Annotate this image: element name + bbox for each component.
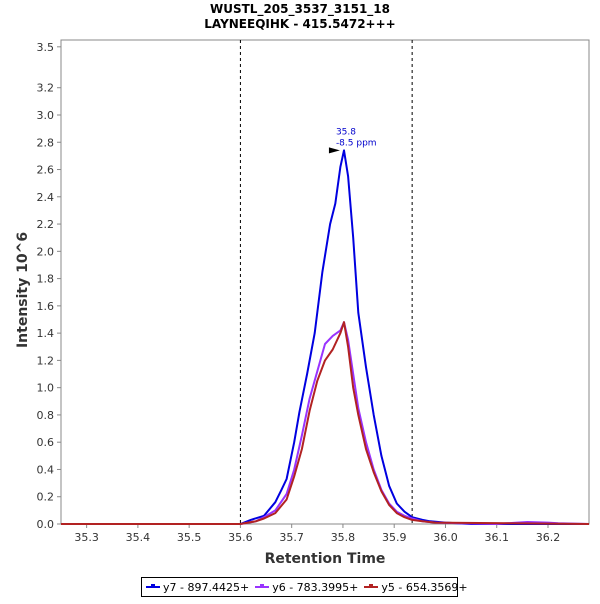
chart-title: WUSTL_205_3537_3151_18 xyxy=(210,2,390,17)
legend-swatch-y5 xyxy=(364,584,379,588)
y-tick-label: 3.5 xyxy=(37,41,55,54)
legend-label-y5: y5 - 654.3569+ xyxy=(381,580,468,594)
series-line-y6 xyxy=(61,321,590,525)
integration-boundaries xyxy=(239,40,413,524)
peak-arrow-icon xyxy=(328,147,340,154)
peak-ppm-label: -8.5 ppm xyxy=(336,138,377,148)
x-tick-label: 36.2 xyxy=(536,531,561,544)
legend-swatch-y7 xyxy=(146,584,160,588)
y-tick-label: 2.8 xyxy=(37,136,55,149)
legend-item-y6: y6 - 783.3995+ xyxy=(255,581,358,594)
legend-label-y7: y7 - 897.4425+ xyxy=(163,580,250,594)
series-layer xyxy=(61,149,590,525)
y-tick-label: 0.8 xyxy=(37,409,55,422)
y-tick-label: 2.4 xyxy=(37,191,55,204)
chart-subtitle: LAYNEEQIHK - 415.5472+++ xyxy=(204,17,395,31)
y-tick-label: 0.4 xyxy=(37,463,55,476)
x-tick-label: 35.4 xyxy=(126,531,151,544)
x-tick-label: 35.8 xyxy=(331,531,356,544)
y-tick-label: 1.0 xyxy=(37,382,55,395)
y-tick-label: 1.2 xyxy=(37,354,55,367)
x-tick-label: 36.0 xyxy=(433,531,458,544)
plot-frame xyxy=(60,39,590,525)
x-tick-label: 35.5 xyxy=(177,531,202,544)
y-tick-label: 2.0 xyxy=(37,245,55,258)
y-tick-label: 1.8 xyxy=(37,273,55,286)
y-tick-label: 1.4 xyxy=(37,327,55,340)
y-tick-label: 3.2 xyxy=(37,82,55,95)
y-tick-label: 2.2 xyxy=(37,218,55,231)
series-line-y7 xyxy=(61,149,589,525)
x-tick-label: 35.6 xyxy=(228,531,253,544)
x-tick-label: 35.7 xyxy=(279,531,304,544)
x-axis-title: Retention Time xyxy=(265,551,386,567)
y-tick-label: 2.6 xyxy=(37,164,55,177)
y-tick-label: 0.6 xyxy=(37,436,55,449)
y-tick-label: 1.6 xyxy=(37,300,55,313)
x-axis: 35.3 35.4 35.5 35.6 35.7 35.8 35.9 36.0 36.1 36.2 xyxy=(74,524,560,544)
legend-item-y7: y7 - 897.4425+ xyxy=(146,581,249,594)
x-tick-label: 35.9 xyxy=(382,531,407,544)
legend-swatch-y6 xyxy=(255,584,270,588)
x-tick-label: 35.3 xyxy=(74,531,99,544)
peak-rt-label: 35.8 xyxy=(336,127,356,137)
peak-annotation: 35.8 -8.5 ppm xyxy=(328,127,377,154)
y-tick-label: 3.0 xyxy=(37,109,55,122)
legend-label-y6: y6 - 783.3995+ xyxy=(272,580,359,594)
x-tick-label: 36.1 xyxy=(484,531,509,544)
y-axis: 0.0 0.2 0.4 0.6 0.8 1.0 1.2 1.4 1.6 1.8 2.0 2.2 2.4 2… xyxy=(37,41,61,531)
legend-item-y5: y5 - 654.3569+ xyxy=(364,580,468,594)
y-tick-label: 0.2 xyxy=(37,491,55,504)
y-axis-title: Intensity 10^6 xyxy=(15,232,31,348)
y-tick-label: 0.0 xyxy=(37,518,55,531)
series-line-y5 xyxy=(61,321,590,525)
legend: y7 - 897.4425+ y6 - 783.3995+ y5 - 654.3… xyxy=(141,577,468,597)
